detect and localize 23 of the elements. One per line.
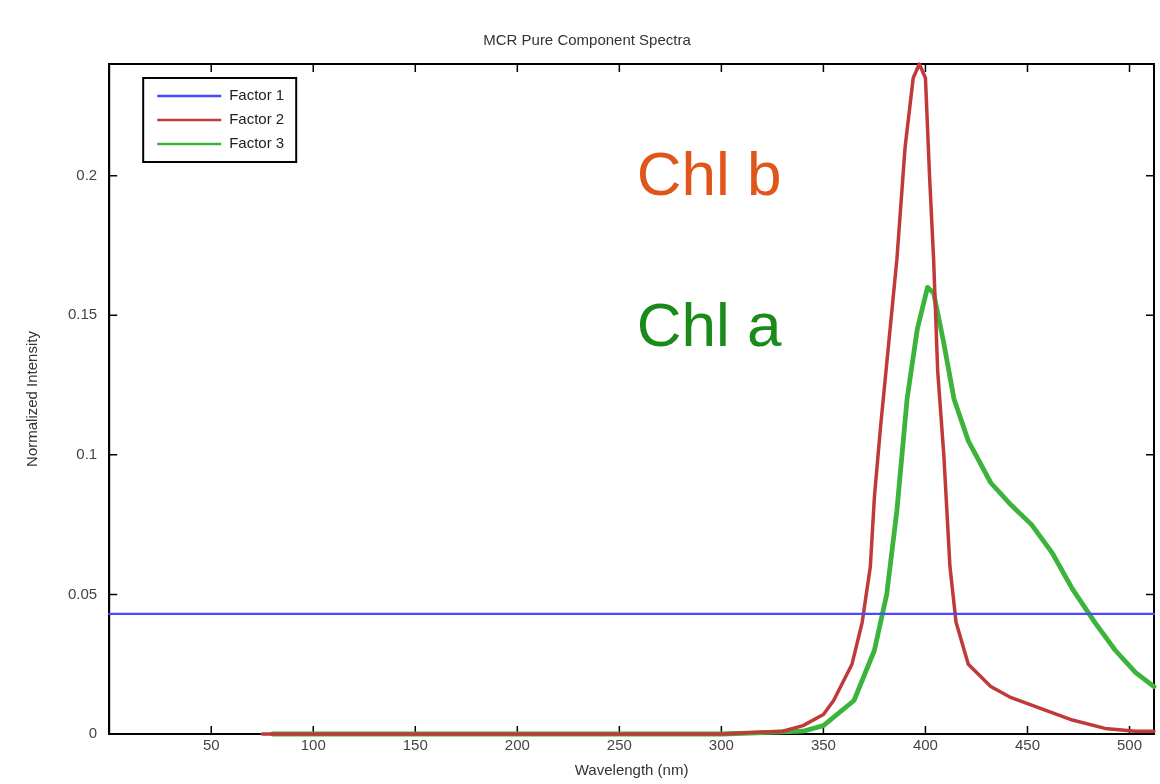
annotation: Chl a (636, 289, 783, 359)
y-axis-title: Normalized Intensity (23, 330, 41, 467)
x-tick-label: 150 (402, 736, 428, 754)
x-tick-label: 250 (606, 736, 632, 754)
legend-label: Factor 1 (229, 86, 285, 104)
y-tick-label: 0.15 (67, 305, 98, 323)
chart-title: MCR Pure Component Spectra (483, 31, 692, 49)
x-tick-label: 100 (300, 736, 326, 754)
x-tick-label: 500 (1117, 736, 1143, 754)
x-tick-label: 300 (708, 736, 734, 754)
x-tick-label: 400 (912, 736, 938, 754)
legend-label: Factor 2 (229, 110, 285, 128)
y-tick-label: 0.2 (76, 165, 98, 183)
annotation: Chl b (636, 138, 782, 208)
legend-label: Factor 3 (229, 134, 285, 152)
x-axis-title: Wavelength (nm) (574, 761, 689, 779)
x-tick-label: 450 (1014, 736, 1040, 754)
x-tick-label: 200 (504, 736, 530, 754)
x-tick-label: 350 (810, 736, 836, 754)
x-tick-label: 50 (202, 736, 220, 754)
y-tick-label: 0.05 (67, 584, 98, 602)
y-tick-label: 0 (88, 724, 98, 742)
y-tick-label: 0.1 (76, 444, 98, 462)
